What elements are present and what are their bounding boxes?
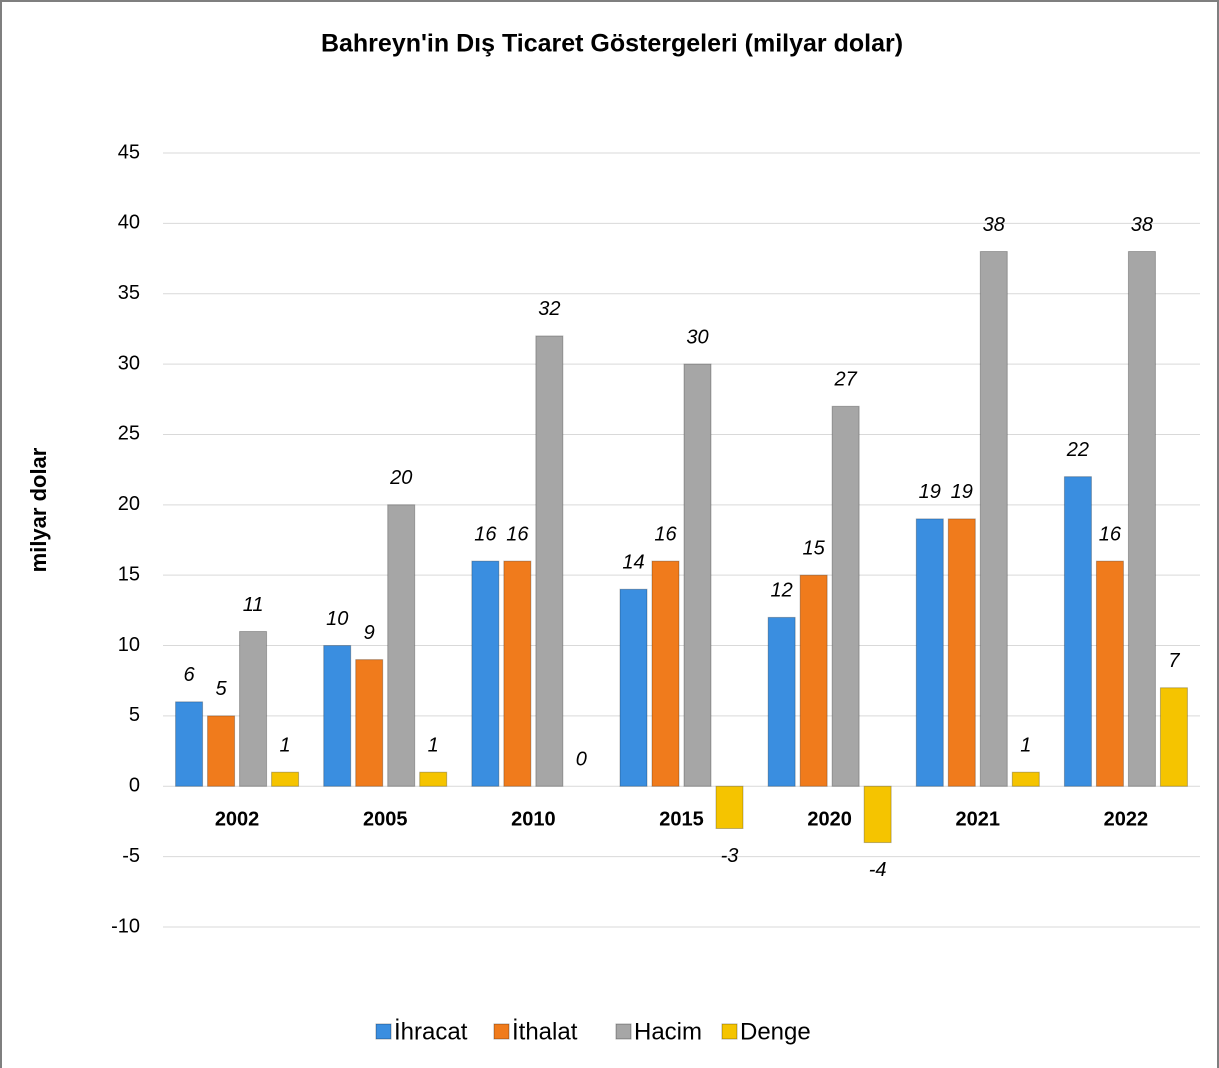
bar <box>619 588 648 787</box>
y-tick-label: -10 <box>111 915 140 937</box>
data-label: 1 <box>280 734 291 756</box>
y-tick-label: 40 <box>118 212 140 234</box>
y-tick-label: 15 <box>118 563 140 585</box>
bar <box>863 785 892 844</box>
y-tick-label: 20 <box>118 493 140 515</box>
legend-swatch <box>493 1023 510 1040</box>
y-tick-label: 10 <box>118 634 140 656</box>
data-label: 10 <box>326 608 348 630</box>
y-tick-label: 35 <box>118 282 140 304</box>
bar <box>1127 251 1156 787</box>
bar <box>799 574 828 787</box>
data-label: -3 <box>721 845 739 867</box>
data-label: 22 <box>1066 439 1089 461</box>
bar <box>323 645 352 787</box>
bar <box>831 405 860 787</box>
bar <box>535 335 564 787</box>
legend-swatch <box>721 1023 738 1040</box>
data-label: 27 <box>834 369 858 391</box>
x-tick-label: 2010 <box>511 809 556 831</box>
bar <box>207 715 236 787</box>
data-label: 16 <box>506 523 529 545</box>
y-tick-label: 30 <box>118 352 140 374</box>
data-label: 0 <box>576 749 587 771</box>
bar <box>503 560 532 787</box>
bar <box>915 518 944 787</box>
data-label: 15 <box>803 537 826 559</box>
data-label: 38 <box>1131 214 1153 236</box>
bar <box>767 616 796 787</box>
bar <box>947 518 976 787</box>
bar <box>683 363 712 787</box>
y-tick-label: 45 <box>118 141 140 163</box>
bar <box>471 560 500 787</box>
y-tick-label: 0 <box>129 775 140 797</box>
bar <box>387 504 416 787</box>
data-label: 16 <box>474 523 497 545</box>
legend-swatch <box>615 1023 632 1040</box>
bar <box>715 785 744 829</box>
bar <box>175 701 204 787</box>
data-label: 38 <box>983 214 1005 236</box>
bar <box>239 630 268 787</box>
legend-label: İthalat <box>512 1018 578 1045</box>
data-label: 30 <box>686 326 708 348</box>
data-label: 16 <box>1099 523 1122 545</box>
x-tick-label: 2002 <box>215 809 260 831</box>
data-label: 1 <box>428 734 439 756</box>
data-label: 14 <box>622 552 644 574</box>
chart-title: Bahreyn'in Dış Ticaret Göstergeleri (mil… <box>321 30 903 58</box>
bar <box>355 659 384 787</box>
y-tick-label: 25 <box>118 423 140 445</box>
y-axis-title: milyar dolar <box>26 447 51 572</box>
legend-label: Hacim <box>634 1018 702 1045</box>
data-label: 20 <box>389 467 412 489</box>
bar <box>271 771 300 787</box>
x-tick-label: 2005 <box>363 809 408 831</box>
data-label: 12 <box>771 580 793 602</box>
bar <box>1095 560 1124 787</box>
legend-label: Denge <box>740 1018 811 1045</box>
bar <box>1063 476 1092 787</box>
data-label: 11 <box>243 594 264 616</box>
bar <box>419 771 448 787</box>
bar <box>1011 771 1040 787</box>
x-tick-label: 2015 <box>659 809 704 831</box>
data-label: 19 <box>951 481 973 503</box>
x-tick-label: 2022 <box>1104 809 1149 831</box>
data-label: -4 <box>869 859 887 881</box>
data-label: 16 <box>654 523 677 545</box>
y-tick-label: 5 <box>129 704 140 726</box>
data-label: 6 <box>184 664 196 686</box>
x-tick-label: 2021 <box>956 809 1001 831</box>
legend-label: İhracat <box>394 1018 468 1045</box>
data-label: 7 <box>1168 650 1180 672</box>
bar <box>979 251 1008 787</box>
data-label: 32 <box>538 298 560 320</box>
data-label: 9 <box>364 622 375 644</box>
bar <box>651 560 680 787</box>
bar <box>1159 687 1188 787</box>
y-tick-label: -5 <box>122 845 140 867</box>
data-label: 19 <box>919 481 941 503</box>
data-label: 1 <box>1020 734 1031 756</box>
x-tick-label: 2020 <box>807 809 852 831</box>
legend-swatch <box>375 1023 392 1040</box>
data-label: 5 <box>216 678 228 700</box>
